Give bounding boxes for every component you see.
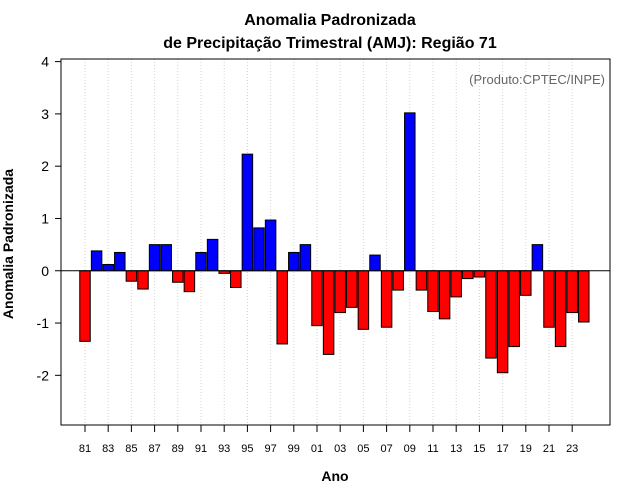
bar-19 — [520, 270, 532, 296]
bar-10 — [415, 270, 428, 291]
x-tick-label: 81 — [79, 443, 91, 455]
bar-09 — [404, 112, 416, 272]
bar-96 — [253, 227, 265, 272]
bar-82 — [90, 250, 103, 272]
x-tick-label: 17 — [496, 443, 508, 455]
bar-86 — [137, 270, 149, 290]
bar-94 — [230, 270, 242, 288]
bar-06 — [369, 254, 381, 272]
chart-subtitle: de Precipitação Trimestral (AMJ): Região… — [163, 35, 497, 52]
bar-98 — [276, 270, 288, 345]
y-tick-label: -1 — [37, 315, 50, 331]
bar-17 — [496, 270, 509, 374]
x-axis-label: Ano — [321, 468, 348, 484]
y-tick-label: 3 — [41, 106, 49, 122]
x-tick-label: 05 — [357, 443, 369, 455]
chart-title: Anomalia Padronizada — [244, 12, 416, 29]
bar-18 — [508, 270, 520, 348]
bar-83 — [102, 263, 114, 272]
x-tick-label: 23 — [566, 443, 578, 455]
bar-04 — [346, 270, 358, 308]
x-tick-label: 07 — [380, 443, 392, 455]
x-tick-label: 99 — [288, 443, 300, 455]
x-tick-label: 95 — [241, 443, 253, 455]
bar-21 — [543, 270, 555, 328]
bar-91 — [195, 251, 207, 272]
bar-99 — [288, 251, 300, 272]
bar-89 — [172, 270, 184, 283]
x-tick-label: 91 — [195, 443, 207, 455]
y-tick-label: 1 — [41, 210, 49, 226]
annotation-text: (Produto:CPTEC/INPE) — [469, 72, 605, 87]
bar-02 — [322, 270, 335, 355]
bar-92 — [206, 238, 219, 272]
x-tick-label: 89 — [172, 443, 184, 455]
x-tick-label: 97 — [264, 443, 276, 455]
x-tick-label: 11 — [427, 443, 438, 455]
x-tick-label: 19 — [520, 443, 532, 455]
bar-07 — [380, 270, 393, 328]
bar-85 — [125, 270, 138, 282]
bar-16 — [485, 270, 497, 359]
x-axis: 81 83 85 87 89 91 93 95 97 99 01 03 05 07 09 11 13 15 17 19… — [79, 425, 578, 455]
bar-95 — [241, 153, 254, 272]
x-tick-label: 01 — [311, 443, 323, 455]
bar-84 — [114, 251, 126, 272]
bar-87 — [148, 244, 161, 272]
bar-11 — [427, 270, 439, 313]
bar-20 — [531, 244, 544, 272]
bar-88 — [160, 244, 172, 272]
bar-00 — [299, 244, 312, 272]
bar-90 — [183, 270, 196, 293]
bar-97 — [264, 219, 277, 272]
bars — [79, 112, 590, 374]
y-tick-label: 0 — [41, 263, 49, 279]
bar-01 — [311, 270, 323, 327]
bar-23 — [566, 270, 578, 314]
bar-05 — [357, 270, 370, 330]
plot-frame — [60, 58, 611, 426]
x-tick-label: 87 — [148, 443, 160, 455]
x-tick-label: 03 — [334, 443, 346, 455]
x-tick-label: 21 — [543, 443, 555, 455]
x-tick-label: 85 — [125, 443, 137, 455]
bar-24 — [578, 270, 590, 323]
bar-81 — [79, 270, 91, 342]
x-tick-label: 09 — [404, 443, 416, 455]
x-tick-label: 13 — [450, 443, 462, 455]
y-axis-label: Anomalia Padronizada — [0, 169, 16, 319]
y-axis: -2 -1 0 1 2 3 4 — [37, 54, 61, 383]
bar-12 — [438, 270, 451, 320]
y-tick-label: 2 — [41, 158, 49, 174]
bar-13 — [450, 270, 462, 298]
bar-03 — [334, 270, 346, 314]
x-tick-label: 15 — [473, 443, 485, 455]
y-tick-label: 4 — [41, 54, 49, 70]
bar-15 — [473, 270, 486, 278]
y-tick-label: -2 — [37, 367, 50, 383]
bar-22 — [554, 270, 567, 348]
bar-08 — [392, 270, 404, 291]
bar-14 — [462, 270, 474, 280]
x-tick-label: 93 — [218, 443, 230, 455]
x-tick-label: 83 — [102, 443, 114, 455]
